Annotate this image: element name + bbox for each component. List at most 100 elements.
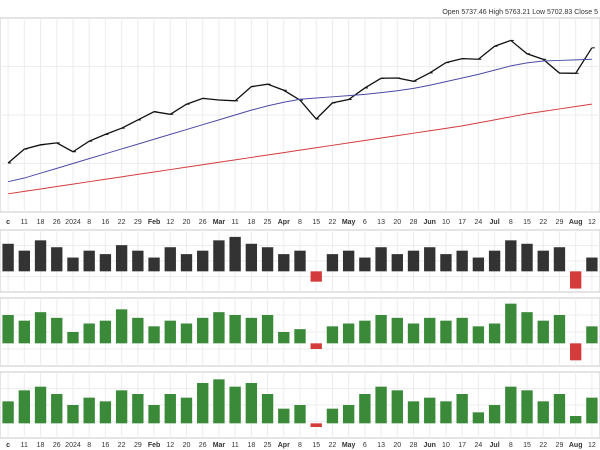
x-tick-label: 22 xyxy=(329,219,337,226)
x-tick-label: 20 xyxy=(183,442,191,449)
bar xyxy=(586,257,598,272)
bar xyxy=(456,250,468,272)
x-tick-label: Jul xyxy=(490,442,500,449)
header: Open 5737.46 High 5763.21 Low 5702.83 Cl… xyxy=(442,9,598,16)
x-tick-label: 26 xyxy=(199,219,207,226)
x-tick-label: 11 xyxy=(231,219,238,226)
bar xyxy=(261,247,274,272)
bar xyxy=(326,254,339,272)
x-tick-label: 8 xyxy=(87,219,91,226)
bar xyxy=(505,386,517,424)
x-tick-label: 2024 xyxy=(65,442,81,449)
x-tick-label: Aug xyxy=(569,219,583,226)
bar xyxy=(359,394,371,424)
x-tick-label: May xyxy=(342,219,356,226)
x-tick-label: 2024 xyxy=(65,219,81,226)
x-tick-label: 26 xyxy=(53,219,61,226)
x-tick-label: 15 xyxy=(523,442,531,449)
bar xyxy=(197,250,209,272)
x-tick-label: 25 xyxy=(264,219,272,226)
x-tick-label: 8 xyxy=(509,219,513,226)
x-tick-label: 29 xyxy=(556,219,564,226)
x-tick-label: Feb xyxy=(148,219,160,226)
x-tick-label: Jun xyxy=(424,219,436,226)
bar xyxy=(586,326,598,344)
bar xyxy=(245,383,258,424)
x-tick-label: 20 xyxy=(393,442,401,449)
bar xyxy=(278,408,290,424)
bar xyxy=(148,326,160,344)
x-tick-label: 25 xyxy=(264,442,272,449)
bar xyxy=(294,250,306,272)
bar xyxy=(51,394,63,424)
bar xyxy=(521,243,533,272)
bar xyxy=(570,271,582,289)
x-tick-label: c xyxy=(6,442,10,449)
bar xyxy=(391,317,403,344)
bar xyxy=(115,245,128,272)
bar xyxy=(197,317,209,344)
bar xyxy=(391,254,403,272)
x-tick-label: 10 xyxy=(442,219,450,226)
bar xyxy=(537,250,549,272)
x-tick-label: 22 xyxy=(539,219,547,226)
bar xyxy=(278,254,290,272)
bar xyxy=(67,332,79,344)
x-tick-label: 22 xyxy=(539,442,547,449)
bar xyxy=(51,247,63,272)
x-tick-label: 24 xyxy=(474,219,482,226)
x-tick-label: 22 xyxy=(118,442,126,449)
x-tick-label: 18 xyxy=(37,219,45,226)
bar xyxy=(521,312,533,344)
bar xyxy=(472,326,485,344)
x-tick-label: 18 xyxy=(37,442,45,449)
x-tick-label: 18 xyxy=(247,219,255,226)
x-tick-label: 29 xyxy=(134,442,142,449)
bar xyxy=(472,412,485,424)
x-tick-label: 12 xyxy=(588,219,596,226)
bar xyxy=(326,408,339,424)
bar xyxy=(2,243,14,272)
x-tick-label: 12 xyxy=(166,219,174,226)
bar xyxy=(164,394,176,424)
bar xyxy=(294,405,306,424)
bar xyxy=(359,320,371,344)
x-tick-label: 24 xyxy=(474,442,482,449)
x-tick-label: 28 xyxy=(410,219,418,226)
bar xyxy=(34,386,47,424)
bar xyxy=(132,394,144,424)
x-tick-label: 11 xyxy=(231,442,238,449)
bar xyxy=(310,343,322,349)
x-tick-label: 22 xyxy=(118,219,126,226)
bar xyxy=(164,247,176,272)
price-line xyxy=(8,103,592,195)
bar xyxy=(18,320,30,344)
bar xyxy=(164,320,176,344)
x-tick-label: 6 xyxy=(363,219,367,226)
bar xyxy=(115,390,128,424)
bar xyxy=(83,250,95,272)
bar xyxy=(115,309,128,344)
bar xyxy=(505,240,517,272)
x-tick-label: 10 xyxy=(442,442,450,449)
x-tick-label: 28 xyxy=(410,442,418,449)
x-tick-label: 8 xyxy=(298,442,302,449)
x-tick-label: 15 xyxy=(312,442,320,449)
bar xyxy=(213,240,225,272)
bar xyxy=(229,386,241,424)
bar xyxy=(261,315,274,344)
bar xyxy=(310,423,322,427)
bar xyxy=(375,247,387,272)
x-tick-label: 8 xyxy=(509,442,513,449)
x-tick-label: 13 xyxy=(377,442,385,449)
x-tick-label: 6 xyxy=(363,442,367,449)
bar xyxy=(537,401,549,424)
bar xyxy=(310,271,322,282)
bar xyxy=(440,254,452,272)
bar xyxy=(51,317,63,344)
bar xyxy=(537,320,549,344)
bar xyxy=(488,250,501,272)
bar xyxy=(67,257,79,272)
bar xyxy=(570,343,582,361)
